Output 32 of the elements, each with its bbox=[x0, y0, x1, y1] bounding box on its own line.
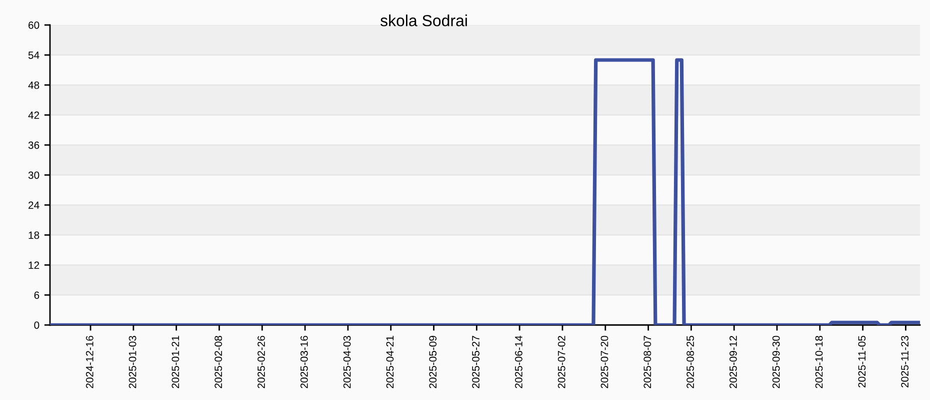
x-tick-label: 2025-09-30 bbox=[772, 336, 780, 388]
x-tick-label: 2025-11-05 bbox=[858, 336, 866, 388]
x-tick-label: 2025-10-18 bbox=[815, 336, 823, 388]
x-tick-label: 2025-01-21 bbox=[172, 336, 180, 388]
x-tick-label: 2025-05-27 bbox=[472, 336, 480, 388]
x-tick-label: 2025-04-21 bbox=[386, 336, 394, 388]
y-tick-label: 36 bbox=[28, 142, 40, 149]
y-tick-label: 24 bbox=[28, 202, 40, 209]
y-tick-label: 42 bbox=[28, 112, 40, 119]
x-tick-label: 2025-07-20 bbox=[600, 336, 608, 388]
x-tick-label: 2025-07-02 bbox=[558, 336, 566, 388]
y-tick-label: 6 bbox=[34, 292, 40, 299]
y-tick-label: 54 bbox=[28, 52, 40, 59]
x-tick-label: 2025-03-16 bbox=[300, 336, 308, 388]
x-tick-label: 2024-12-16 bbox=[86, 336, 94, 388]
chart-title: skola Sodrai bbox=[380, 14, 467, 26]
x-tick-label: 2025-04-03 bbox=[343, 336, 351, 388]
x-tick-label: 2025-05-09 bbox=[429, 336, 437, 388]
y-tick-label: 0 bbox=[34, 322, 40, 329]
x-tick-label: 2025-08-25 bbox=[686, 336, 694, 388]
x-tick-label: 2025-06-14 bbox=[514, 336, 522, 388]
x-tick-label: 2025-02-26 bbox=[258, 336, 265, 388]
x-tick-label: 2025-02-08 bbox=[214, 336, 222, 388]
y-tick-label: 60 bbox=[28, 22, 40, 29]
y-tick-label: 30 bbox=[28, 172, 40, 179]
x-tick-label: 2025-01-03 bbox=[128, 336, 136, 388]
x-tick-label: 2025-09-12 bbox=[730, 336, 737, 388]
x-tick-label: 2025-08-07 bbox=[644, 336, 652, 388]
x-tick-label: 2025-11-23 bbox=[901, 336, 908, 388]
y-tick-label: 48 bbox=[28, 82, 40, 89]
y-tick-label: 18 bbox=[28, 232, 40, 239]
y-tick-label: 12 bbox=[28, 262, 40, 269]
